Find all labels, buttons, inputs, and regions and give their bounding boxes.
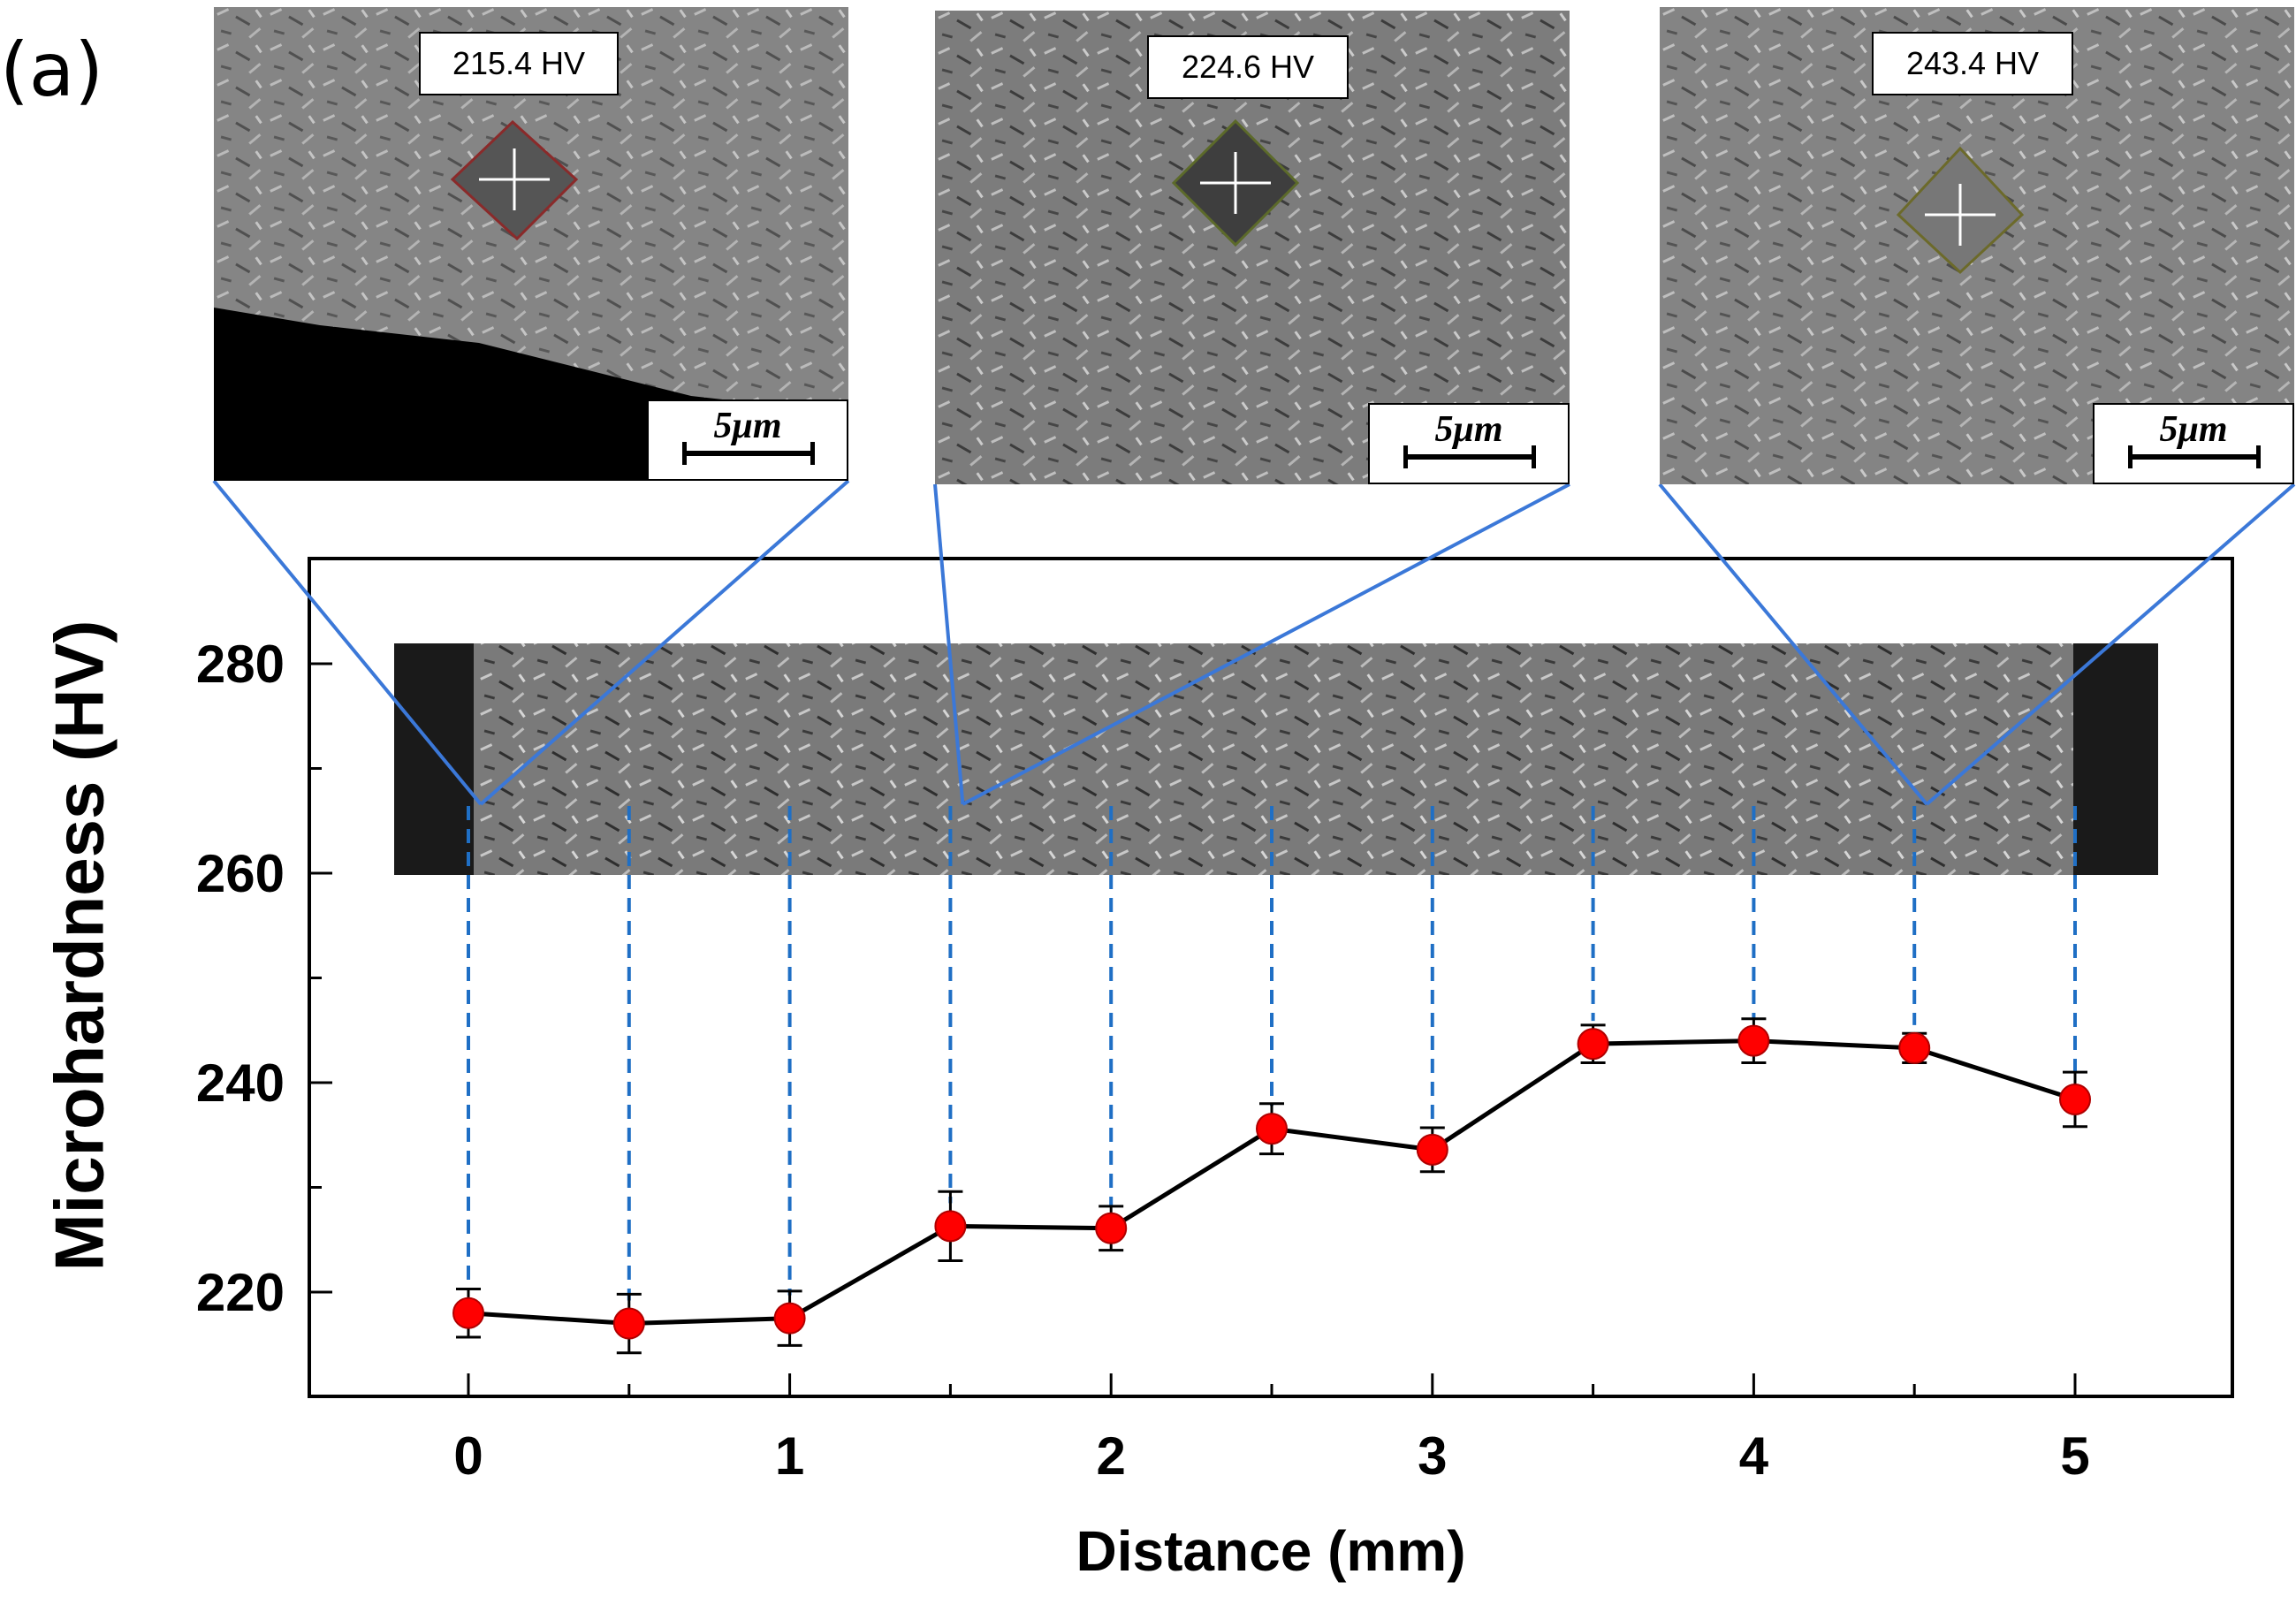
connector-line <box>962 483 1570 806</box>
scale-bar <box>1403 445 1536 468</box>
x-tick-label: 5 <box>2060 1426 2089 1486</box>
cross-section-strip <box>394 643 2158 875</box>
data-point <box>612 1307 645 1340</box>
scale-bar-box: 5μm <box>1368 403 1570 484</box>
connector-line <box>479 479 850 806</box>
scale-label: 5μm <box>1434 409 1503 450</box>
y-tick-label: 220 <box>196 1263 285 1322</box>
x-tick-label: 0 <box>453 1426 483 1486</box>
connector-line <box>933 483 965 805</box>
hardness-label: 243.4 HV <box>1872 32 2073 95</box>
micrograph-inset-1: 215.4 HV 5μm <box>214 7 848 481</box>
scale-label: 5μm <box>2159 409 2228 450</box>
scale-bar <box>682 442 815 465</box>
data-point <box>934 1210 967 1243</box>
micrograph-inset-2: 224.6 HV 5μm <box>935 11 1570 484</box>
connector-line <box>1925 483 2296 806</box>
scale-label: 5μm <box>713 406 782 446</box>
x-tick-label: 3 <box>1418 1426 1447 1486</box>
panel-label: (a) <box>0 27 104 113</box>
micrograph-inset-3: 243.4 HV 5μm <box>1660 7 2294 484</box>
data-point <box>1256 1113 1288 1145</box>
connector-line <box>1658 483 1928 806</box>
y-axis-label: Microhardness (HV) <box>40 620 118 1272</box>
data-point <box>452 1297 484 1329</box>
scale-bar <box>2128 445 2261 468</box>
y-tick-label: 280 <box>196 635 285 694</box>
axes: 0 1 2 3 4 5 220 240 260 280 <box>196 635 2090 1486</box>
data-point <box>1737 1024 1770 1057</box>
drop-lines <box>467 806 2077 1301</box>
data-point <box>1898 1031 1931 1064</box>
inset-connectors <box>212 479 2296 806</box>
scale-bar-box: 5μm <box>647 399 848 481</box>
y-tick-label: 240 <box>196 1053 285 1113</box>
connector-line <box>212 479 483 806</box>
data-point <box>2059 1083 2091 1115</box>
scale-bar-box: 5μm <box>2093 403 2294 484</box>
x-tick-label: 1 <box>775 1426 804 1486</box>
data-point <box>1416 1133 1448 1166</box>
x-tick-label: 2 <box>1097 1426 1126 1486</box>
data-point <box>1577 1028 1609 1061</box>
series-group <box>452 1017 2091 1355</box>
y-tick-label: 260 <box>196 844 285 903</box>
data-point <box>1095 1212 1128 1244</box>
hardness-label: 215.4 HV <box>419 32 619 95</box>
x-tick-label: 4 <box>1739 1426 1769 1486</box>
x-axis-label: Distance (mm) <box>1076 1519 1466 1583</box>
data-point <box>773 1302 806 1335</box>
hardness-label: 224.6 HV <box>1147 35 1349 99</box>
